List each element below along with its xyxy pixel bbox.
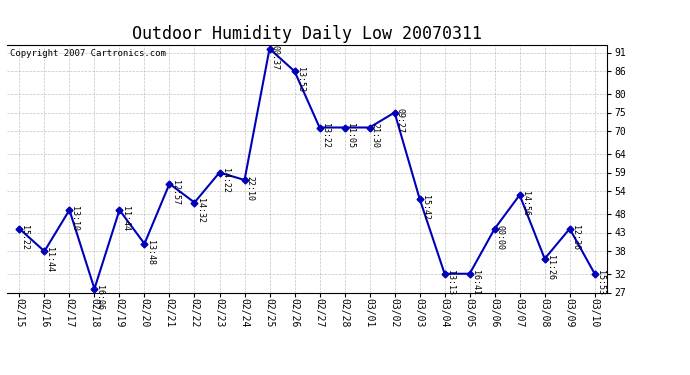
Text: 13:48: 13:48 <box>146 240 155 265</box>
Text: 15:53: 15:53 <box>595 270 604 295</box>
Text: 09:27: 09:27 <box>395 108 404 134</box>
Text: 14:22: 14:22 <box>221 168 230 194</box>
Text: 13:13: 13:13 <box>446 270 455 295</box>
Title: Outdoor Humidity Daily Low 20070311: Outdoor Humidity Daily Low 20070311 <box>132 26 482 44</box>
Text: 12:36: 12:36 <box>571 225 580 250</box>
Text: 11:44: 11:44 <box>46 247 55 272</box>
Text: 11:44: 11:44 <box>121 206 130 231</box>
Text: 16:41: 16:41 <box>471 270 480 295</box>
Text: 15:22: 15:22 <box>21 225 30 250</box>
Text: 12:57: 12:57 <box>170 180 179 205</box>
Text: Copyright 2007 Cartronics.com: Copyright 2007 Cartronics.com <box>10 49 166 58</box>
Text: 21:30: 21:30 <box>371 123 380 148</box>
Text: 00:37: 00:37 <box>270 45 279 70</box>
Text: 11:05: 11:05 <box>346 123 355 148</box>
Text: 16:06: 16:06 <box>95 285 104 310</box>
Text: 11:26: 11:26 <box>546 255 555 280</box>
Text: 14:56: 14:56 <box>521 191 530 216</box>
Text: 13:22: 13:22 <box>321 123 330 148</box>
Text: 00:00: 00:00 <box>495 225 504 250</box>
Text: 22:10: 22:10 <box>246 176 255 201</box>
Text: 15:42: 15:42 <box>421 195 430 220</box>
Text: 14:32: 14:32 <box>195 198 204 223</box>
Text: 13:10: 13:10 <box>70 206 79 231</box>
Text: 13:53: 13:53 <box>295 67 304 92</box>
